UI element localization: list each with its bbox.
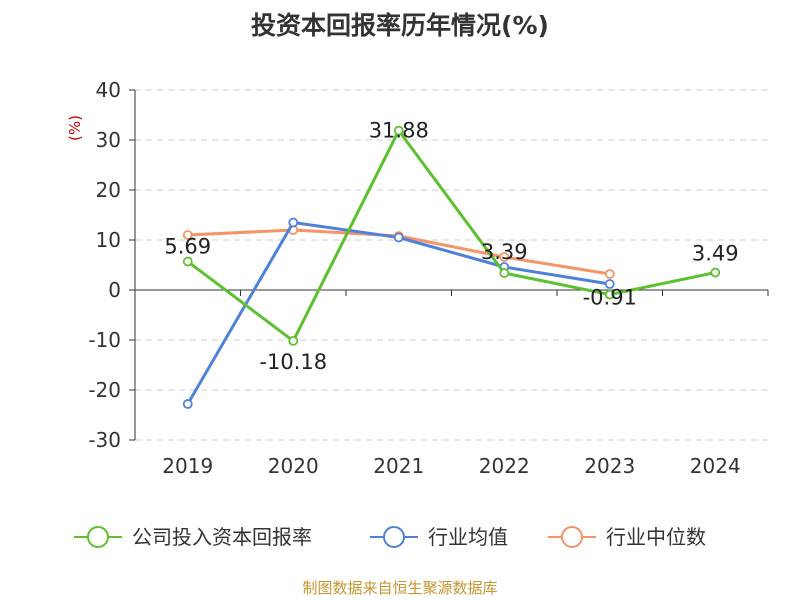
data-point xyxy=(288,335,299,346)
x-tick-label: 2024 xyxy=(690,454,741,478)
legend-label: 公司投入资本回报率 xyxy=(132,525,312,549)
legend-marker xyxy=(87,526,109,548)
y-tick-label: -10 xyxy=(88,328,121,352)
y-axis-label: (%) xyxy=(66,115,84,141)
data-point xyxy=(393,232,404,243)
x-tick-label: 2020 xyxy=(268,454,319,478)
data-point xyxy=(393,125,404,136)
data-label: -10.18 xyxy=(259,350,327,374)
y-tick-label: 30 xyxy=(96,128,121,152)
y-tick-label: 20 xyxy=(96,178,121,202)
data-point xyxy=(182,230,193,240)
data-point xyxy=(604,269,615,279)
legend-item: 行业均值 xyxy=(370,525,508,549)
y-tick-label: 10 xyxy=(96,228,121,252)
data-point xyxy=(604,289,615,300)
legend-item: 行业中位数 xyxy=(548,525,706,549)
y-tick-labels: 40 30 20 10 0 -10 -20 -30 xyxy=(88,78,121,452)
x-tick-label: 2021 xyxy=(373,454,424,478)
y-tick-label: 0 xyxy=(108,278,121,302)
axes xyxy=(129,89,769,441)
legend-marker xyxy=(561,526,583,548)
legend-label: 行业均值 xyxy=(428,525,508,549)
data-label: 3.39 xyxy=(481,240,528,264)
y-tick-label: -30 xyxy=(88,428,121,452)
data-label: 31.88 xyxy=(369,119,429,143)
data-point xyxy=(182,399,193,409)
y-tick-label: 40 xyxy=(96,78,121,102)
legend-label: 行业中位数 xyxy=(606,525,706,549)
data-point xyxy=(710,267,721,278)
series-line xyxy=(186,221,610,405)
series-0 xyxy=(182,125,721,346)
data-labels: 5.69 -10.18 31.88 3.39 -0.91 3.49 xyxy=(164,119,738,374)
data-label: 3.49 xyxy=(692,242,739,266)
chart-title: 投资本回报率历年情况(%) xyxy=(251,11,549,40)
data-point xyxy=(604,279,615,289)
y-tick-label: -20 xyxy=(88,378,121,402)
series-1 xyxy=(182,217,615,409)
source-note: 制图数据来自恒生聚源数据库 xyxy=(302,579,498,597)
data-label: -0.91 xyxy=(583,286,637,310)
legend-item: 公司投入资本回报率 xyxy=(74,525,312,549)
data-point xyxy=(499,268,510,278)
legend: 公司投入资本回报率 行业均值 行业中位数 xyxy=(74,525,706,549)
series-layer xyxy=(182,125,721,409)
data-point xyxy=(499,252,510,262)
legend-marker xyxy=(383,526,405,548)
x-tick-label: 2019 xyxy=(162,454,213,478)
data-label: 5.69 xyxy=(164,235,211,259)
x-tick-labels: 2019 2020 2021 2022 2023 2024 xyxy=(162,454,740,478)
data-point xyxy=(182,256,193,267)
grid-lines xyxy=(135,89,768,441)
x-tick-label: 2023 xyxy=(584,454,635,478)
data-point xyxy=(288,217,299,228)
x-tick-label: 2022 xyxy=(479,454,530,478)
series-line xyxy=(186,129,716,343)
